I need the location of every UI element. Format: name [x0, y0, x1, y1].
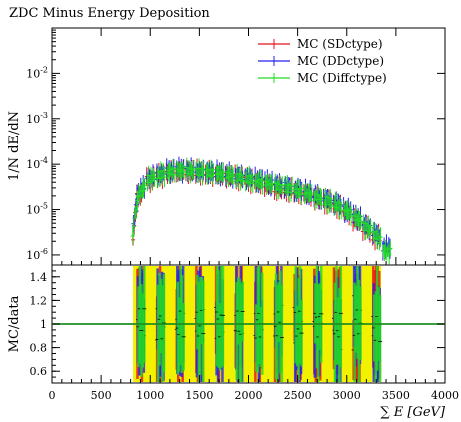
- x-tick-label: 2500: [284, 389, 312, 402]
- main-y-tick-exponent: -2: [40, 65, 48, 74]
- legend-entry: MC (SDctype): [258, 37, 383, 51]
- legend-label: MC (DDctype): [297, 54, 384, 68]
- chart-title: ZDC Minus Energy Deposition: [9, 6, 210, 21]
- main-y-axis: 10-6 10-5 10-4 10-3 10-2: [26, 29, 445, 262]
- main-y-tick-label: 10-3: [26, 111, 48, 126]
- main-y-tick-exponent: -4: [40, 156, 48, 165]
- legend-entry: MC (DDctype): [258, 54, 384, 68]
- series-2: [130, 157, 393, 265]
- ratio-y-tick-label: 1.4: [30, 271, 48, 284]
- ratio-y-tick-label: 1: [40, 318, 47, 331]
- ratio-y-axis: 0.6 0.8 1 1.2 1.4: [30, 270, 445, 378]
- ratio-series-2: [136, 266, 383, 382]
- x-tick-label: 0: [49, 389, 56, 402]
- main-y-tick-exponent: -6: [40, 247, 48, 256]
- main-series-layer: [130, 156, 393, 265]
- ratio-y-tick-label: 0.6: [30, 365, 48, 378]
- x-axis-label: ∑ E [GeV]: [380, 405, 446, 420]
- legend-label: MC (SDctype): [297, 37, 383, 51]
- legend-label: MC (Diffctype): [297, 71, 387, 85]
- ratio-y-tick-label: 1.2: [30, 294, 48, 307]
- main-panel-frame: [51, 27, 446, 266]
- x-tick-label: 4000: [431, 389, 459, 402]
- main-y-tick-label: 10-6: [26, 247, 48, 262]
- main-y-tick-label: 10-2: [26, 65, 48, 80]
- ratio-y-tick-label: 0.8: [30, 342, 48, 355]
- x-tick-label: 3500: [382, 389, 410, 402]
- x-axis: 0 500 1000 1500 2000 2500 3000 3500 4000: [49, 28, 459, 402]
- x-tick-label: 3000: [333, 389, 361, 402]
- main-y-tick-label: 10-4: [26, 156, 48, 171]
- x-tick-label: 500: [91, 389, 112, 402]
- main-y-tick-exponent: -5: [40, 202, 48, 211]
- x-tick-label: 1000: [136, 389, 164, 402]
- ratio-series-layer: [52, 266, 445, 382]
- legend-entry: MC (Diffctype): [258, 71, 387, 85]
- main-y-tick-label: 10-5: [26, 202, 48, 217]
- x-tick-label: 2000: [235, 389, 263, 402]
- legend: MC (SDctype) MC (DDctype) MC (Diffctype): [258, 37, 387, 85]
- main-y-axis-label: 1/N dE/dN: [7, 111, 22, 181]
- x-tick-label: 1500: [185, 389, 213, 402]
- ratio-panel: 0.6 0.8 1 1.2 1.4 MC/data: [7, 264, 446, 384]
- main-y-tick-exponent: -3: [40, 111, 48, 120]
- main-panel: 10-6 10-5 10-4 10-3 10-2 1/N dE/dN MC (SDcty…: [7, 27, 446, 266]
- ratio-y-axis-label: MC/data: [7, 295, 22, 352]
